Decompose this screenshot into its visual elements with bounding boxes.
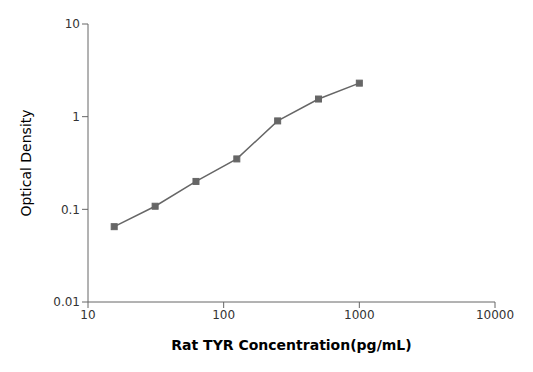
svg-text:1: 1: [72, 110, 80, 124]
svg-text:0.1: 0.1: [61, 203, 80, 217]
svg-text:Rat TYR Concentration(pg/mL): Rat TYR Concentration(pg/mL): [171, 337, 411, 353]
svg-text:10: 10: [80, 308, 95, 322]
svg-text:Optical Density: Optical Density: [18, 109, 34, 216]
svg-text:100: 100: [212, 308, 235, 322]
svg-text:10000: 10000: [476, 308, 514, 322]
svg-text:10: 10: [65, 17, 80, 31]
svg-text:1000: 1000: [344, 308, 375, 322]
svg-text:0.01: 0.01: [53, 295, 80, 309]
